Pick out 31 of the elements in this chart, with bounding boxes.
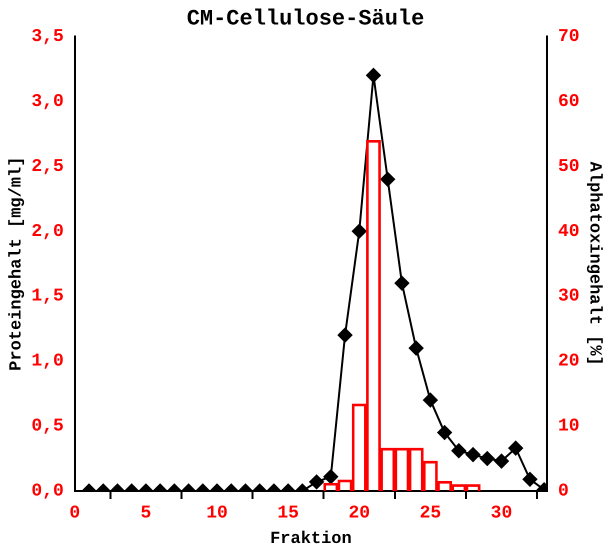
point [380, 172, 396, 187]
y-tick-label: 0,5 [31, 416, 64, 437]
y2-tick-label: 0 [558, 482, 569, 502]
y-tick-label: 1,0 [31, 352, 64, 372]
x-tick-label: 15 [277, 503, 299, 524]
y2-tick-label: 20 [558, 352, 580, 372]
point [338, 328, 353, 343]
y-tick-label: 2,0 [31, 222, 64, 242]
chart-title: CM-Cellulose-Säule [186, 6, 424, 32]
y-tick-label: 3,5 [31, 26, 64, 47]
y-tick-label: 1,5 [31, 286, 64, 307]
y2-tick-label: 40 [558, 222, 580, 242]
x-axis-title: Fraktion [270, 530, 352, 550]
point [394, 276, 410, 291]
x-tick-label: 25 [420, 503, 442, 524]
y2-tick-label: 30 [558, 286, 580, 307]
y2-tick-label: 70 [558, 26, 580, 47]
x-tick-label: 10 [206, 503, 228, 524]
y2-tick-label: 50 [558, 156, 580, 177]
x-tick-label: 20 [348, 503, 370, 524]
y-tick-label: 3,0 [31, 92, 64, 112]
y2-tick-label: 10 [558, 416, 580, 437]
y2-tick-label: 60 [558, 92, 580, 112]
x-tick-label: 30 [490, 503, 512, 524]
x-tick-label: 5 [140, 503, 152, 524]
y-tick-label: 2,5 [31, 156, 64, 177]
x-tick-label: 0 [69, 503, 80, 524]
y-tick-label: 0,0 [31, 482, 64, 502]
y-axis-title: Proteingehalt [mg/ml] [7, 156, 26, 371]
point [352, 224, 367, 239]
y2-axis-title: Alphatoxingehalt [%] [584, 162, 604, 366]
